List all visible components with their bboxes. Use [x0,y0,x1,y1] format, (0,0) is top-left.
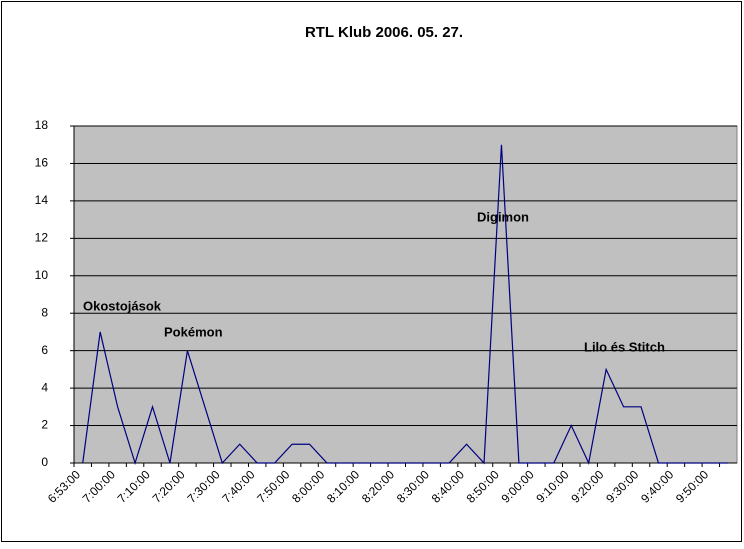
annotation: Lilo és Stitch [584,339,665,354]
y-tick-label: 4 [41,380,48,394]
y-tick-label: 12 [35,231,49,245]
y-tick-label: 8 [41,305,48,319]
data-line [82,144,729,466]
y-tick-label: 10 [35,268,49,282]
y-tick-label: 2 [41,418,48,432]
y-tick-label: 18 [35,118,49,132]
annotation: Digimon [477,209,529,224]
y-tick-label: 0 [41,455,48,469]
annotation: Pokémon [164,324,223,339]
y-tick-label: 14 [35,193,49,207]
chart-title: RTL Klub 2006. 05. 27. [305,24,463,41]
annotation: Okostojások [83,298,162,313]
plot-area [73,125,738,464]
y-tick-label: 16 [35,156,49,170]
y-tick-label: 6 [41,343,48,357]
